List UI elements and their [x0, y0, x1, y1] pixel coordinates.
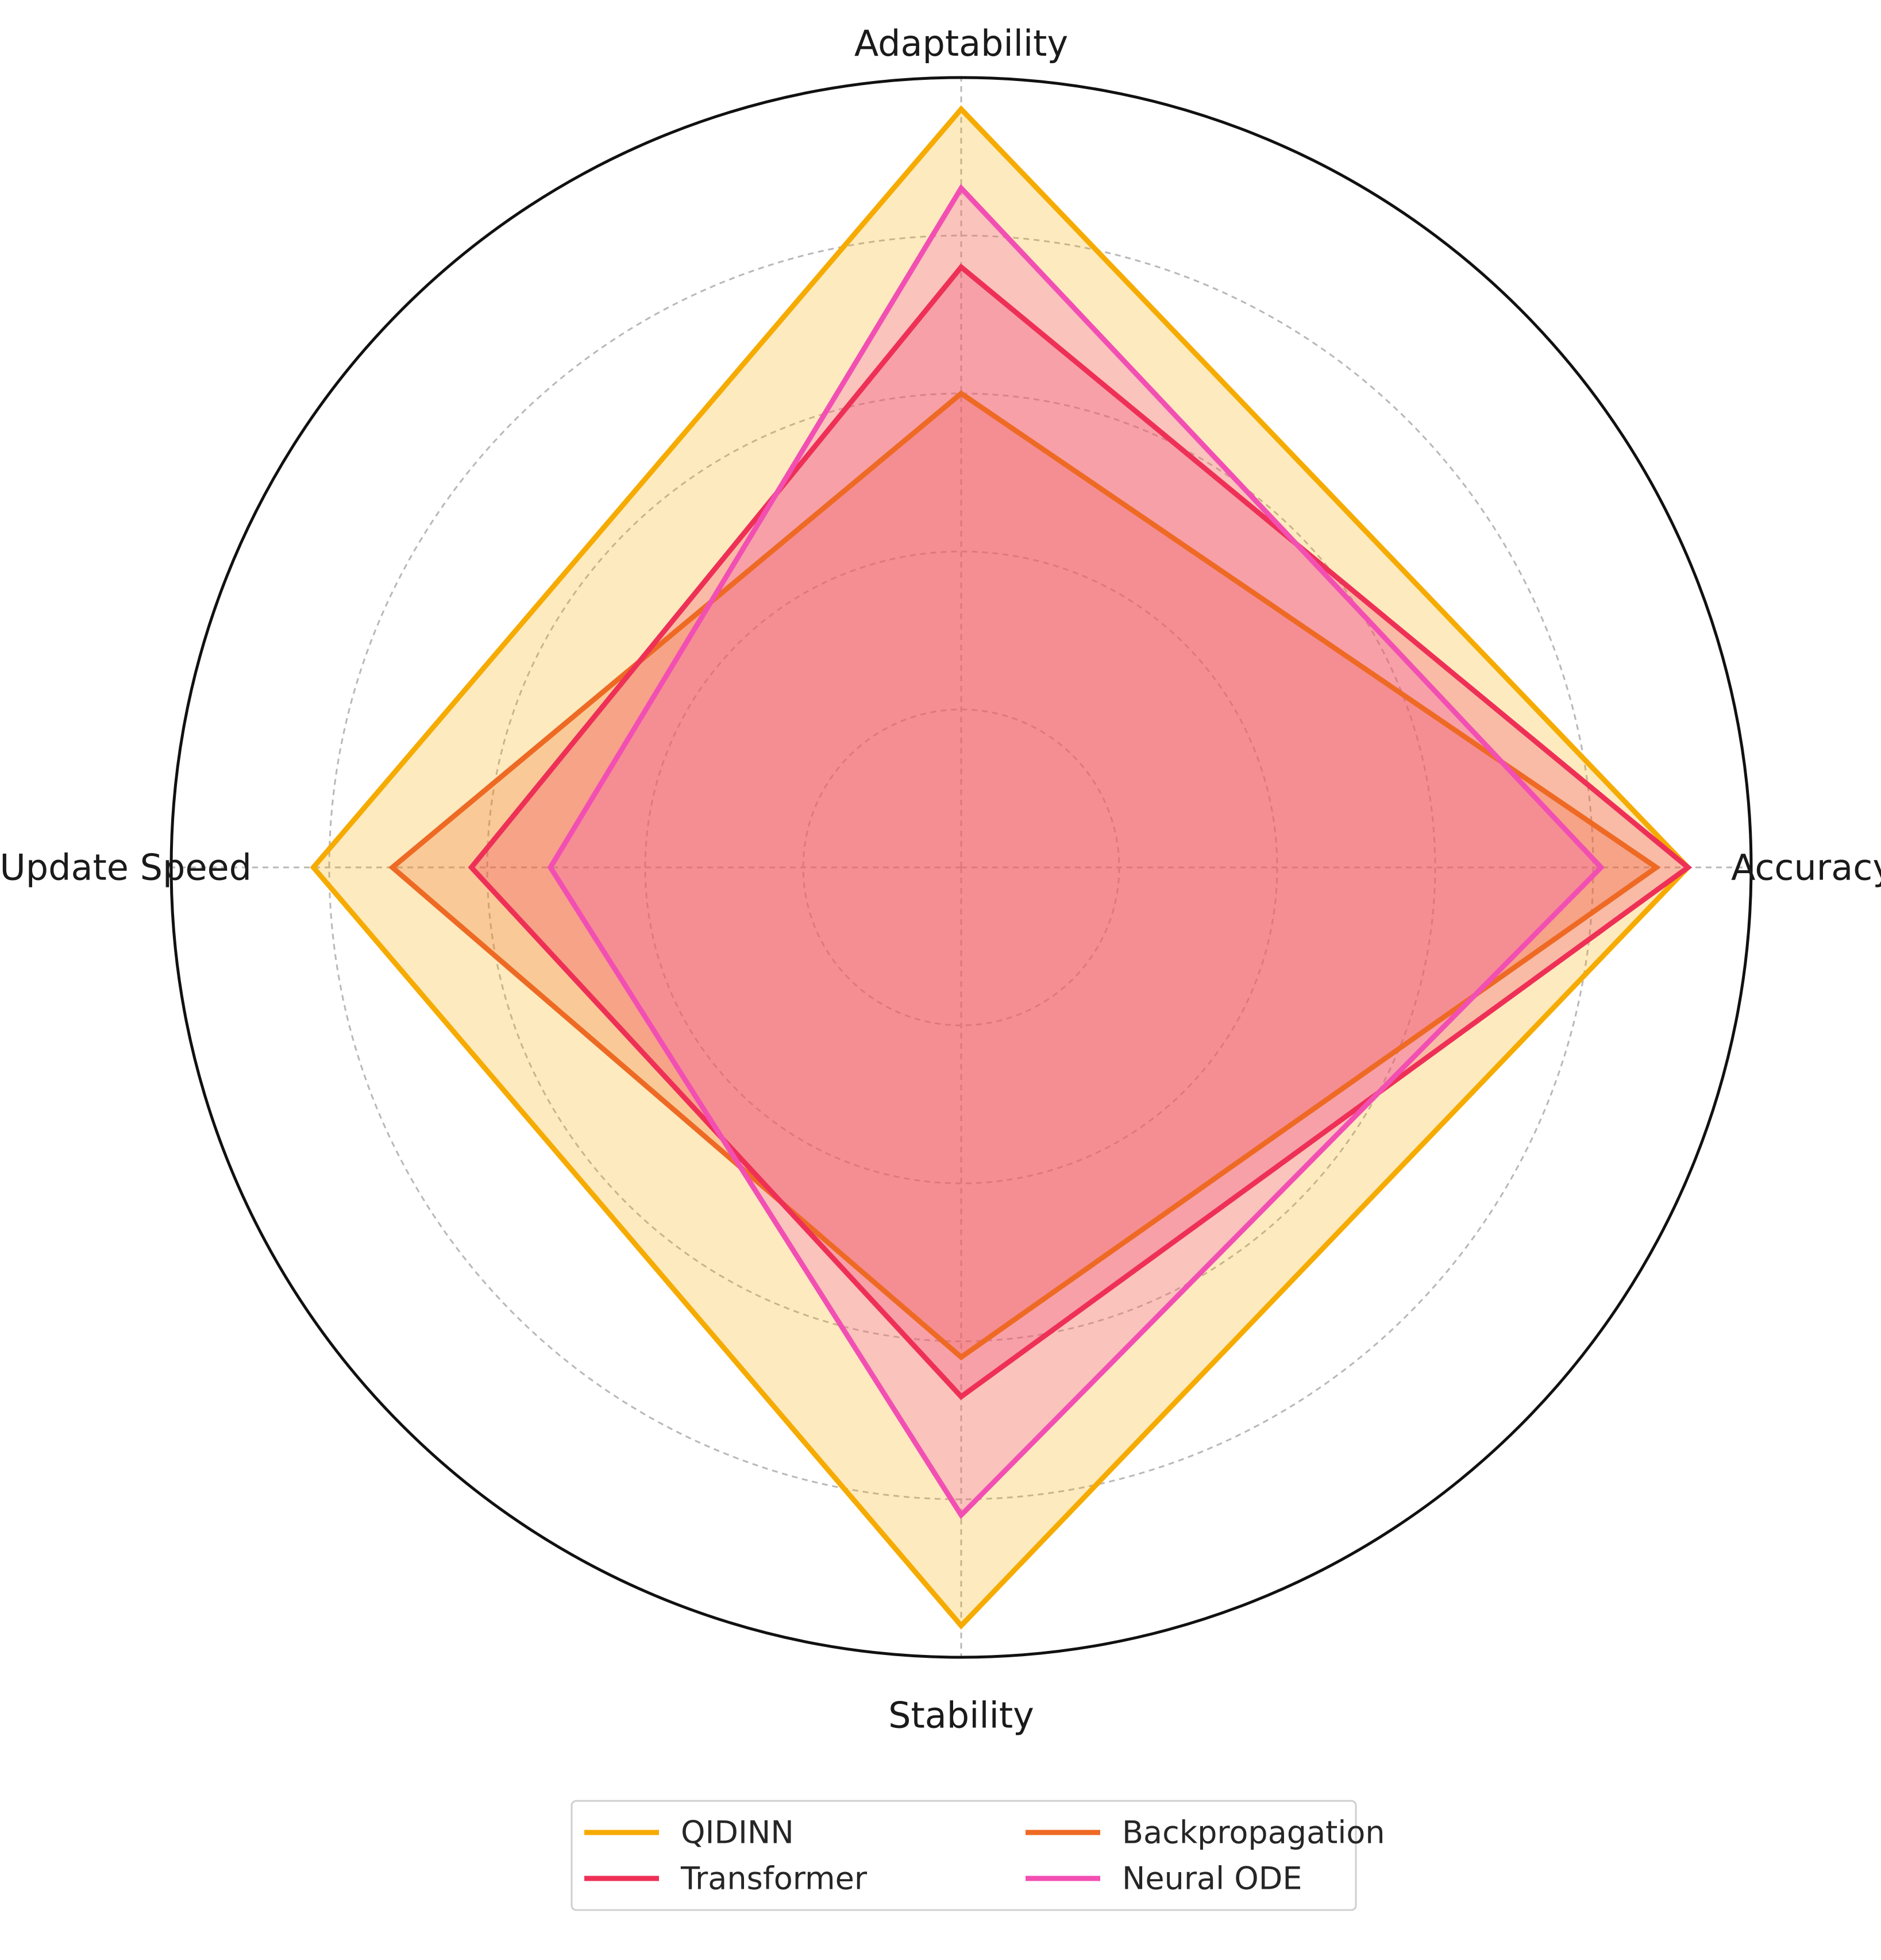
legend: QIDINN Backpropagation Transformer Neural O…: [571, 1800, 1385, 1911]
grid-ring-3: [486, 392, 1436, 1342]
series-lines: [310, 105, 1693, 1630]
series-fill-qidinn: [313, 109, 1688, 1626]
axis-label-update-speed: Update Speed: [0, 847, 252, 889]
series-line-qidinn: [310, 105, 1692, 1630]
radial-grid: [171, 78, 1751, 1657]
axis-label-adaptability: Adaptability: [854, 22, 1068, 64]
series-line-backpropagation: [388, 390, 1661, 1361]
axis-label-accuracy: Accuracy: [1731, 847, 1881, 889]
outer-boundary-circle: [169, 76, 1753, 1659]
legend-frame: [571, 1800, 1357, 1911]
legend-label-backpropagation: Backpropagation: [1122, 1815, 1385, 1851]
series-fills: [313, 109, 1688, 1626]
legend-label-transformer: Transformer: [680, 1861, 868, 1897]
series-line-neural-ode: [547, 184, 1605, 1519]
series-line-transformer: [468, 263, 1693, 1400]
axis-labels: Accuracy Adaptability Update Speed Stabilit…: [0, 22, 1881, 1736]
legend-label-neural-ode: Neural ODE: [1122, 1861, 1302, 1897]
legend-label-qidinn: QIDINN: [681, 1815, 794, 1851]
axis-label-stability: Stability: [888, 1694, 1034, 1736]
